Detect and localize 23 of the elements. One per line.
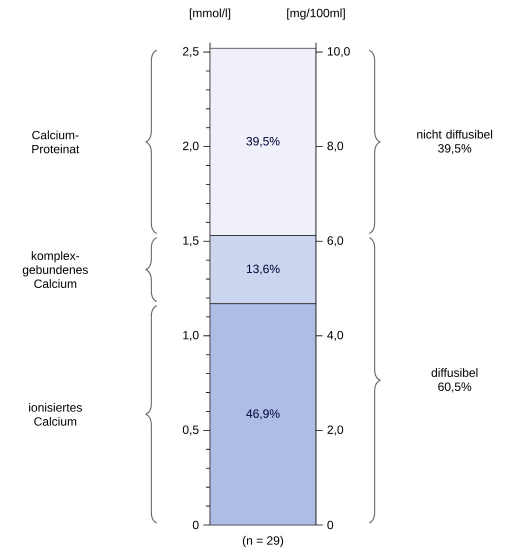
y-tick-label: 2,5	[182, 47, 199, 58]
text: komplex-gebundenes Calcium	[22, 251, 88, 288]
y2-tick-label: 2,0	[328, 425, 344, 436]
y2-tick-label: 4,0	[327, 330, 344, 341]
y-tick-label: 0,5	[182, 425, 199, 436]
y-tick-label: 1,5	[183, 236, 199, 246]
text: Calcium-Proteinat	[32, 130, 80, 154]
y-tick-label: 2,0	[182, 142, 199, 152]
annotation: 39,5%	[246, 136, 280, 147]
y2-tick-label: 0	[327, 520, 334, 530]
y-tick-label: 0	[192, 520, 199, 530]
text: diffusibel 60,5%	[432, 368, 478, 392]
y-axis-title: [mmol/l]	[190, 8, 230, 20]
annotation: 13,6%	[246, 264, 280, 275]
y-tick-label: 1,0	[183, 330, 199, 341]
annotation: 46,9%	[246, 409, 280, 420]
y2-tick-label: 6,0	[328, 236, 344, 246]
text: ionisiertes Calcium	[29, 402, 82, 426]
x-tick-label: (n = 29)	[242, 536, 284, 548]
y2-tick-label: 8,0	[327, 142, 344, 152]
y2-axis-title: [mg/100ml]	[287, 8, 345, 20]
y2-tick-label: 10,0	[328, 47, 350, 58]
text: nicht diffusibel 39,5%	[417, 130, 492, 154]
